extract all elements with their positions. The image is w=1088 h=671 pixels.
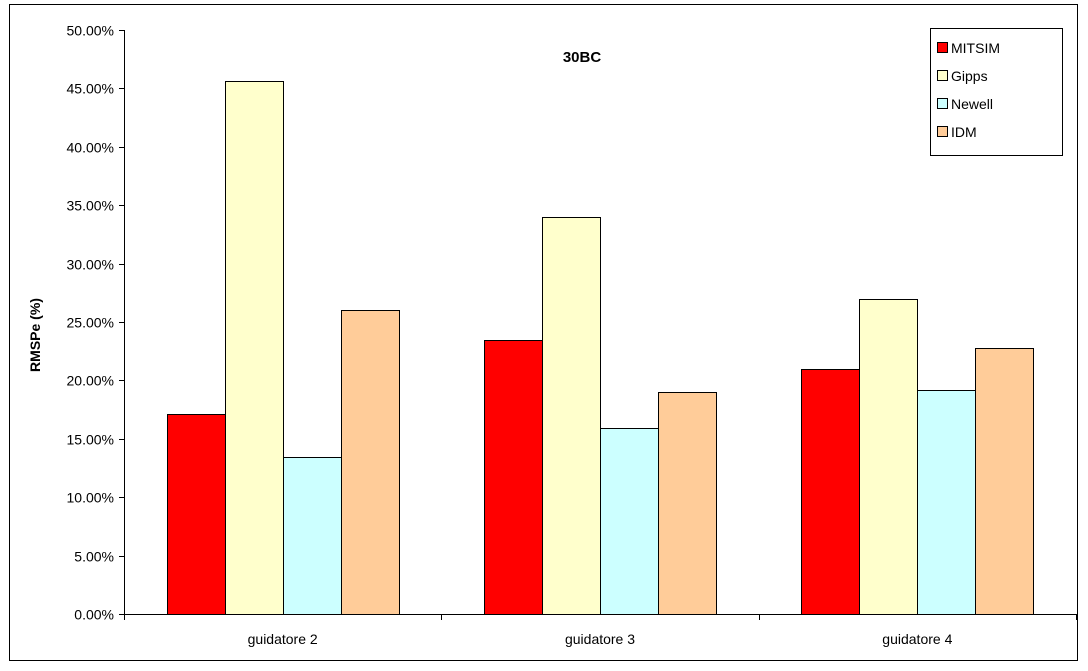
y-tick-label: 50.00% <box>67 23 114 39</box>
bar-gipps-2 <box>542 217 601 615</box>
legend-box <box>930 28 1063 156</box>
legend-swatch-newell <box>937 98 948 109</box>
y-tick-label: 40.00% <box>67 140 114 156</box>
bar-idm-3 <box>975 348 1034 615</box>
bar-idm-2 <box>658 392 717 615</box>
chart-title: 30BC <box>563 49 602 66</box>
y-axis-label: RMSPe (%) <box>27 298 43 372</box>
y-tick-label: 35.00% <box>67 198 114 214</box>
y-tick-label: 30.00% <box>67 257 114 273</box>
legend-swatch-mitsim <box>937 42 948 53</box>
x-tick-label: guidatore 4 <box>882 631 952 647</box>
y-tick-label: 25.00% <box>67 315 114 331</box>
x-tick-label: guidatore 2 <box>248 631 318 647</box>
x-tick-label: guidatore 3 <box>565 631 635 647</box>
bar-newell-3 <box>917 390 976 615</box>
bar-idm-1 <box>341 310 400 615</box>
legend-swatch-gipps <box>937 70 948 81</box>
legend: MITSIM Gipps Newell IDM <box>930 28 1063 156</box>
bar-mitsim-2 <box>484 340 543 615</box>
legend-label-mitsim: MITSIM <box>951 40 1000 56</box>
legend-swatch-idm <box>937 126 948 137</box>
bar-gipps-3 <box>859 299 918 615</box>
y-tick-label: 5.00% <box>74 549 114 565</box>
bar-mitsim-1 <box>167 414 226 615</box>
y-tick-label: 15.00% <box>67 432 114 448</box>
legend-label-newell: Newell <box>951 96 993 112</box>
bar-mitsim-3 <box>801 369 860 615</box>
y-tick-label: 0.00% <box>74 607 114 623</box>
bar-newell-1 <box>283 457 342 615</box>
bars <box>167 81 1034 615</box>
bar-newell-2 <box>600 428 659 615</box>
y-tick-label: 10.00% <box>67 490 114 506</box>
legend-label-gipps: Gipps <box>951 68 988 84</box>
legend-label-idm: IDM <box>951 124 977 140</box>
y-tick-label: 20.00% <box>67 373 114 389</box>
y-tick-label: 45.00% <box>67 81 114 97</box>
bar-gipps-1 <box>225 81 284 615</box>
